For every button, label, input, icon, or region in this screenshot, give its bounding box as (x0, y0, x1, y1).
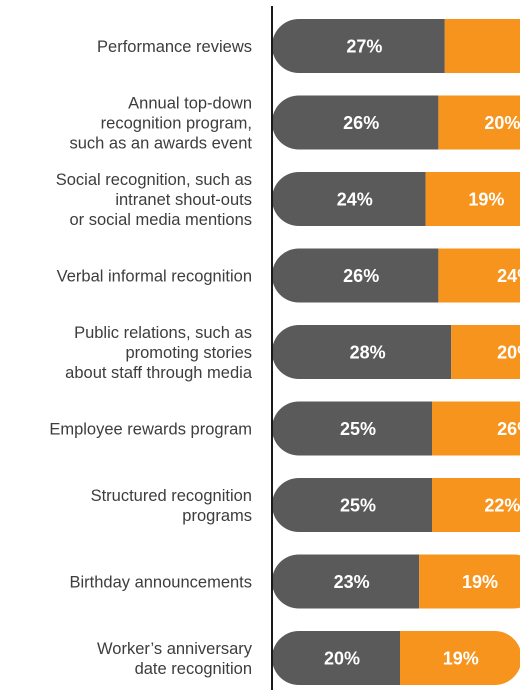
bar-segment-series-1 (272, 172, 426, 226)
bar-segment-series-1 (272, 478, 432, 532)
bar-segment-series-1 (272, 325, 452, 379)
bar-segment-series-2 (425, 172, 520, 226)
bar-group (272, 631, 520, 685)
data-label-series-1: 28% (350, 342, 386, 362)
bar-group (272, 19, 520, 73)
data-label-series-2: 20% (497, 342, 520, 362)
bar-group (272, 401, 520, 456)
category-label: Annual top-down recognition program, such … (69, 94, 252, 152)
category-label: Birthday announcements (69, 573, 252, 591)
data-label-series-2: 24% (497, 266, 520, 286)
category-label: Worker’s anniversary date recognition (97, 640, 253, 678)
data-label-series-2: 19% (468, 189, 504, 209)
bar-segment-series-2 (400, 631, 520, 685)
bar-segment-series-1 (272, 95, 439, 150)
bar-segment-series-1 (272, 631, 400, 685)
bar-segment-series-1 (272, 554, 420, 609)
data-label-series-2: 26% (497, 419, 520, 439)
category-label: Employee rewards program (49, 420, 252, 438)
bar-group (272, 478, 520, 532)
bar-segment-series-2 (451, 325, 520, 379)
bar-segment-series-2 (444, 19, 520, 73)
data-label-series-1: 26% (343, 113, 379, 133)
bar-segment-series-2 (432, 401, 520, 456)
data-label-series-2: 19% (443, 648, 479, 668)
data-label-series-2: 19% (462, 572, 498, 592)
bar-segment-series-1 (272, 19, 445, 73)
category-label: Verbal informal recognition (57, 267, 252, 285)
category-label: Social recognition, such as intranet shou… (56, 171, 252, 229)
bar-segment-series-2 (438, 248, 520, 303)
bars: 27%30%26%20%24%19%26%24%28%20%25%26%25%2… (272, 19, 520, 685)
data-label-series-1: 20% (324, 648, 360, 668)
bar-group (272, 95, 520, 150)
data-label-series-1: 23% (334, 572, 370, 592)
data-label-series-1: 25% (340, 419, 376, 439)
bar-segment-series-1 (272, 401, 432, 456)
bar-segment-series-2 (432, 478, 520, 532)
data-label-series-2: 22% (484, 495, 520, 515)
bar-group (272, 172, 520, 226)
bar-segment-series-2 (438, 95, 520, 150)
data-label-series-1: 25% (340, 495, 376, 515)
bar-group (272, 554, 520, 609)
data-label-series-2: 20% (484, 113, 520, 133)
category-label: Performance reviews (97, 38, 252, 56)
data-label-series-1: 27% (346, 36, 382, 56)
data-label-series-1: 26% (343, 266, 379, 286)
bar-segment-series-1 (272, 248, 439, 303)
bar-group (272, 248, 520, 303)
category-labels: Performance reviews Annual top-down recogn… (49, 38, 252, 678)
bar-segment-series-2 (419, 554, 520, 609)
category-label: Structured recognition programs (91, 487, 252, 525)
category-label: Public relations, such as promoting stori… (65, 324, 253, 382)
bar-group (272, 325, 520, 379)
data-label-series-1: 24% (337, 189, 373, 209)
